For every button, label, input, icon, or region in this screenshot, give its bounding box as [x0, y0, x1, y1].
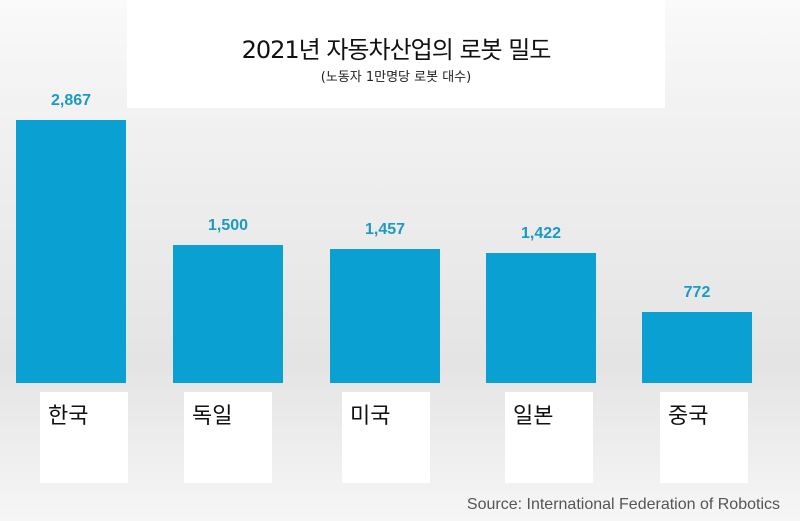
category-label-box: 미국: [342, 392, 430, 483]
category-label: 독일: [192, 404, 233, 429]
bar-1: [173, 245, 283, 383]
bar-3: [486, 252, 596, 383]
data-label: 2,867: [50, 92, 92, 109]
chart-subtitle: (노동자 1만명당 로봇 대수): [320, 70, 472, 85]
category-label-box: 일본: [505, 392, 593, 483]
data-label: 1,500: [207, 217, 249, 235]
category-label: 중국: [668, 404, 709, 429]
category-label-box: 한국: [40, 392, 128, 483]
data-label: 1,457: [364, 221, 406, 239]
bar-2: [330, 249, 440, 383]
category-label: 한국: [48, 404, 89, 429]
bar-4: [642, 312, 752, 383]
data-label: 772: [683, 284, 711, 302]
bar-0: [16, 120, 126, 383]
category-label: 일본: [513, 404, 554, 429]
source-note: Source: International Federation of Robo…: [466, 496, 780, 513]
category-label-box: 중국: [660, 392, 748, 483]
chart-title: 2021년 자동차산업의 로봇 밀도: [241, 36, 552, 64]
category-label-box: 독일: [184, 392, 272, 483]
title-box: 2021년 자동차산업의 로봇 밀도 (노동자 1만명당 로봇 대수): [127, 0, 665, 108]
category-label: 미국: [350, 404, 391, 429]
data-label: 1,422: [520, 224, 562, 242]
